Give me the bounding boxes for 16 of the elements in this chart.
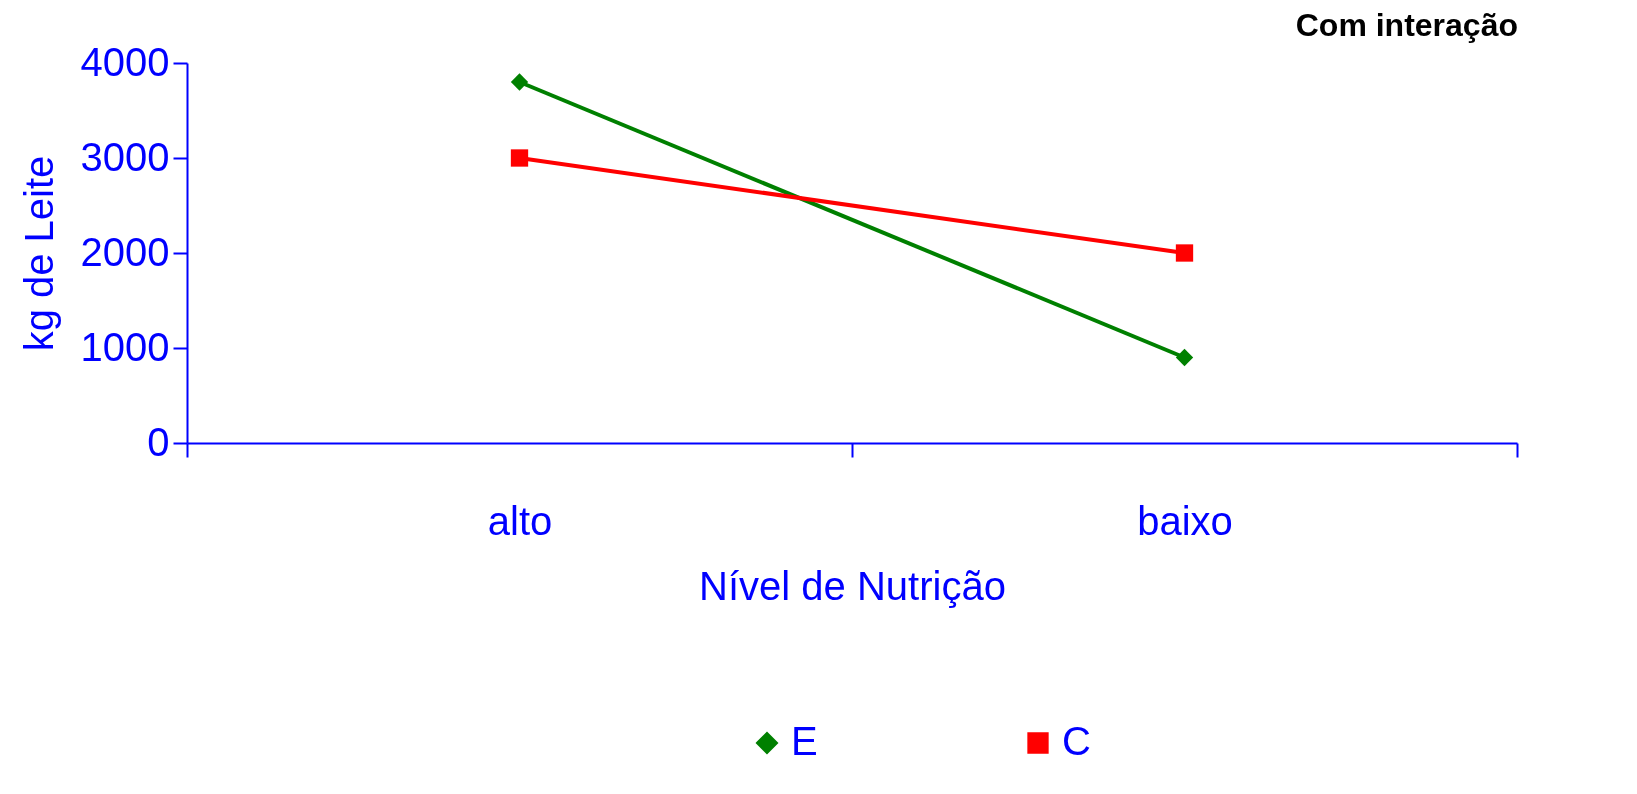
chart-title: Com interação — [1295, 7, 1518, 43]
legend-label: C — [1062, 719, 1091, 763]
x-axis-title: Nível de Nutrição — [699, 563, 1006, 608]
y-tick-label: 2000 — [80, 229, 170, 274]
x-tick-label: alto — [487, 498, 553, 543]
x-tick-label: baixo — [1137, 498, 1233, 543]
point — [1175, 244, 1194, 262]
y-tick-label: 3000 — [80, 134, 170, 179]
y-tick-label: 4000 — [80, 39, 170, 84]
point — [510, 73, 529, 91]
y-axis-title: kg de Leite — [16, 155, 61, 352]
y-tick-label: 1000 — [80, 324, 170, 369]
point — [1175, 348, 1194, 367]
y-tick-label: 0 — [147, 419, 170, 464]
point — [510, 149, 529, 167]
legend-label: E — [791, 719, 818, 763]
